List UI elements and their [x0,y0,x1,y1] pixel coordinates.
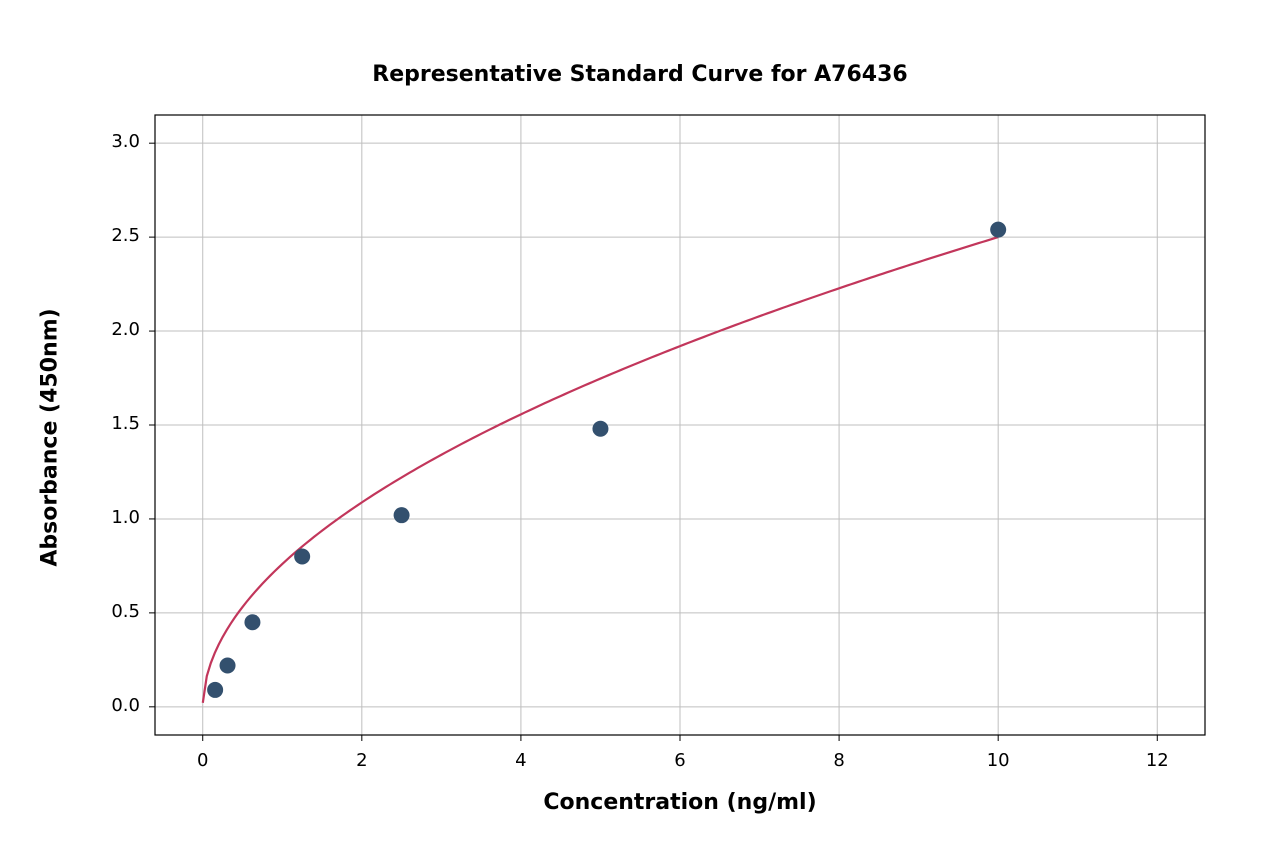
data-point [592,421,608,437]
x-tick-label: 2 [332,750,392,771]
data-point [244,614,260,630]
data-point [207,682,223,698]
x-tick-label: 10 [968,750,1028,771]
y-tick-label: 2.5 [80,225,140,246]
chart-plot-area [0,0,1280,845]
y-tick-label: 3.0 [80,131,140,152]
y-tick-label: 0.0 [80,695,140,716]
y-tick-label: 0.5 [80,601,140,622]
data-point [990,222,1006,238]
data-point [294,549,310,565]
y-tick-label: 1.5 [80,413,140,434]
data-point [220,657,236,673]
x-tick-label: 6 [650,750,710,771]
y-tick-label: 1.0 [80,507,140,528]
y-tick-label: 2.0 [80,319,140,340]
standard-curve-chart: Representative Standard Curve for A76436… [0,0,1280,845]
data-point [394,507,410,523]
x-tick-label: 12 [1127,750,1187,771]
x-tick-label: 4 [491,750,551,771]
x-tick-label: 0 [173,750,233,771]
x-tick-label: 8 [809,750,869,771]
